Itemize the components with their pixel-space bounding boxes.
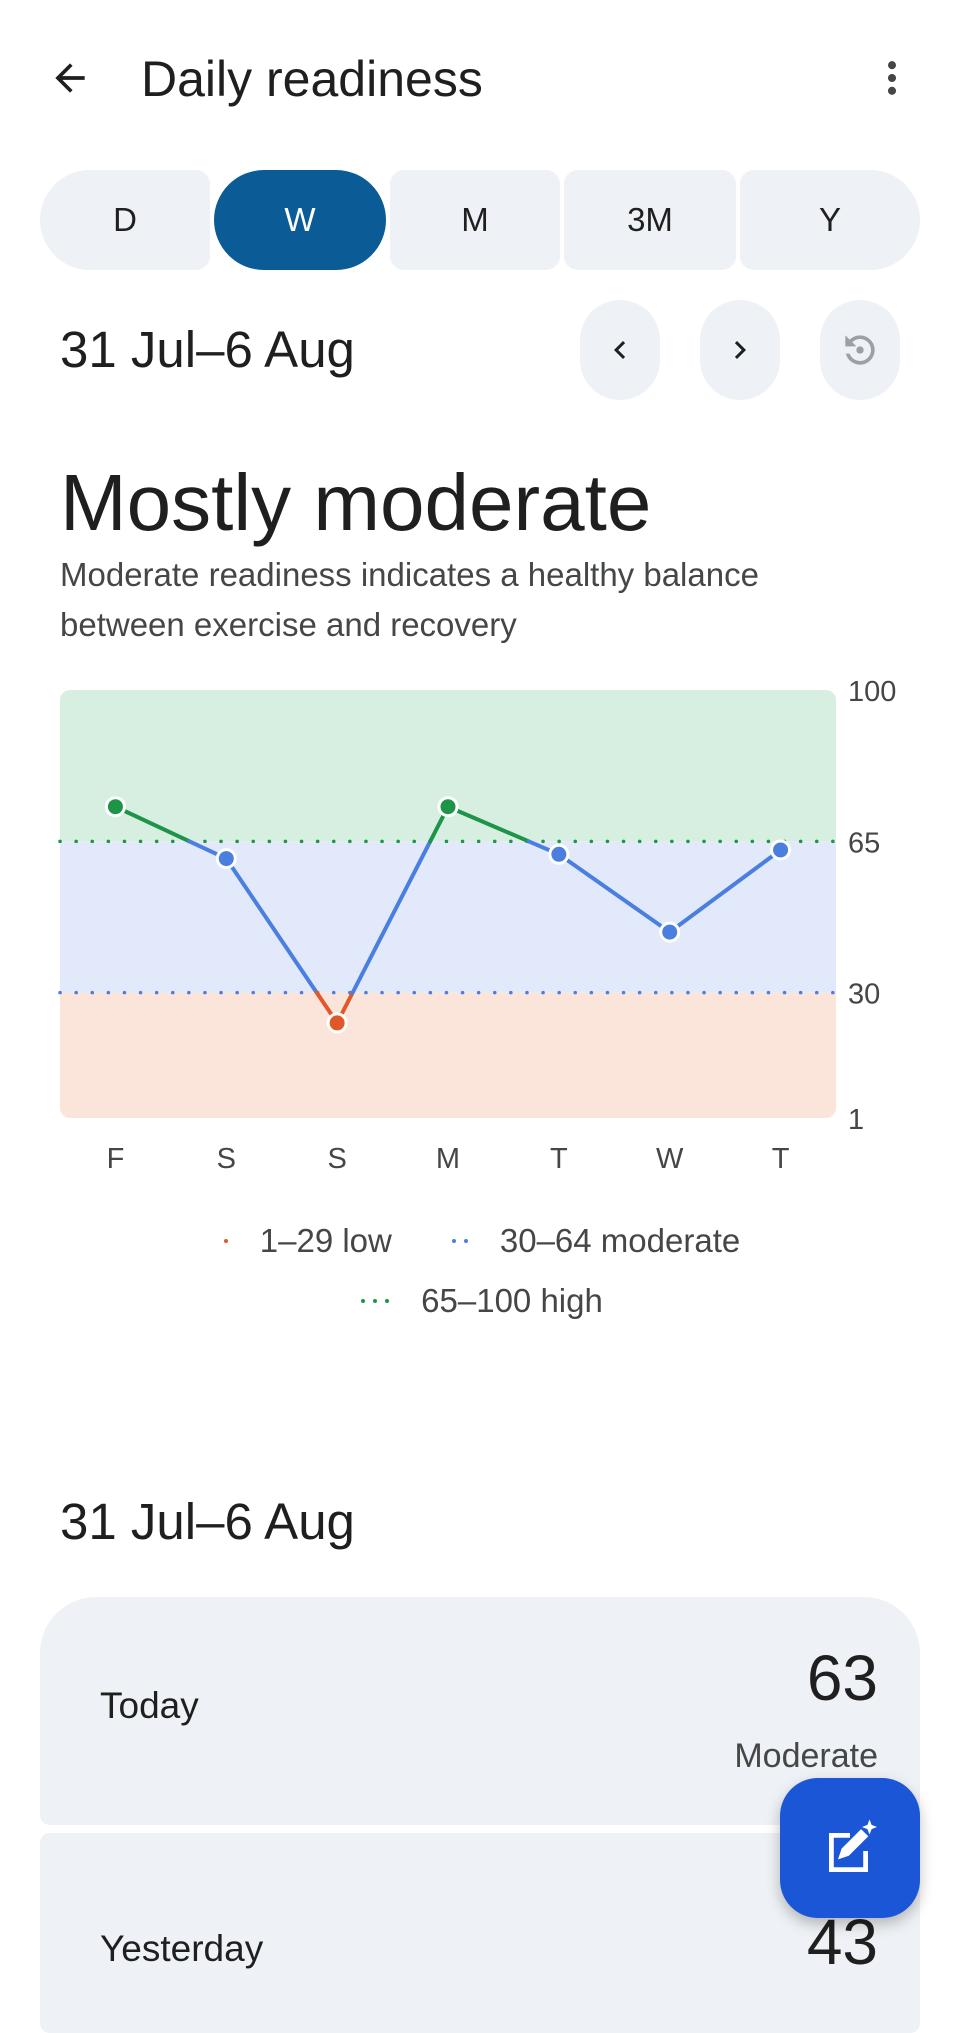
previous-period-button[interactable] [580, 300, 660, 400]
legend-high-marker [357, 1299, 393, 1303]
tab-year[interactable]: Y [740, 170, 920, 270]
day-card-label: Yesterday [100, 1928, 264, 1969]
readiness-chart: 100 65 30 1 F S S M T W T [58, 676, 896, 1175]
data-point [215, 848, 237, 870]
band-low [60, 992, 836, 1118]
x-tick-label: S [327, 1143, 346, 1175]
series-line-segment [667, 847, 783, 935]
readiness-summary-headline: Mostly moderate [60, 458, 652, 547]
series-line-segment [113, 804, 192, 844]
data-point [548, 843, 570, 865]
data-point [770, 839, 792, 861]
legend-moderate-label: 30–64 moderate [499, 1222, 741, 1259]
daily-list-title: 31 Jul–6 Aug [60, 1493, 355, 1550]
day-card-today[interactable]: Today 63 Moderate [40, 1597, 920, 1825]
x-tick-label: T [550, 1143, 568, 1175]
ask-assistant-fab[interactable] [780, 1778, 920, 1918]
reset-period-button[interactable] [820, 300, 900, 400]
y-tick-label: 1 [848, 1104, 864, 1136]
data-point [659, 921, 681, 943]
series-line-segment [224, 856, 319, 995]
day-card-status: Moderate [734, 1737, 878, 1775]
legend-high-label: 65–100 high [421, 1282, 603, 1319]
tab-week[interactable]: W [214, 170, 386, 270]
more-options-button[interactable] [850, 36, 934, 120]
data-point [437, 796, 459, 818]
tab-day[interactable]: D [40, 170, 210, 270]
x-tick-label: W [656, 1143, 684, 1175]
x-tick-label: F [107, 1143, 125, 1175]
more-vertical-icon [887, 61, 897, 95]
data-point [104, 796, 126, 818]
series-line-segment [350, 839, 433, 995]
legend-high: 65–100 high [357, 1282, 603, 1320]
legend-moderate: 30–64 moderate [448, 1222, 740, 1260]
chart-legend-row-1: 1–29 low 30–64 moderate [0, 1222, 960, 1260]
x-tick-label: S [217, 1143, 236, 1175]
series-line-segment [446, 804, 531, 844]
date-range-title: 31 Jul–6 Aug [60, 321, 355, 378]
chart-bands [60, 690, 836, 1118]
readiness-summary-description: Moderate readiness indicates a healthy b… [60, 556, 759, 643]
legend-moderate-marker [448, 1239, 472, 1243]
day-card-label: Today [100, 1685, 199, 1726]
legend-low: 1–29 low [220, 1222, 392, 1260]
band-high [60, 690, 836, 842]
legend-low-marker [220, 1239, 232, 1243]
chevron-right-icon [734, 341, 746, 359]
arrow-left-icon [55, 63, 85, 93]
y-tick-label: 30 [848, 979, 880, 1011]
next-period-button[interactable] [700, 300, 780, 400]
x-tick-label: T [772, 1143, 790, 1175]
series-line-segment [556, 852, 672, 935]
x-tick-label: M [436, 1143, 460, 1175]
tab-month[interactable]: M [390, 170, 560, 270]
legend-low-label: 1–29 low [259, 1222, 392, 1259]
chart-legend-row-2: 65–100 high [0, 1282, 960, 1320]
chevron-left-icon [614, 341, 626, 359]
edit-sparkle-icon [829, 1819, 877, 1872]
y-tick-label: 65 [848, 827, 880, 859]
y-tick-label: 100 [848, 676, 896, 708]
data-point [326, 1012, 348, 1034]
page-title: Daily readiness [141, 51, 483, 107]
tab-3-months[interactable]: 3M [564, 170, 736, 270]
band-moderate [60, 841, 836, 993]
history-reset-icon [845, 335, 875, 365]
day-card-score: 63 [806, 1642, 878, 1714]
back-button[interactable] [28, 36, 112, 120]
